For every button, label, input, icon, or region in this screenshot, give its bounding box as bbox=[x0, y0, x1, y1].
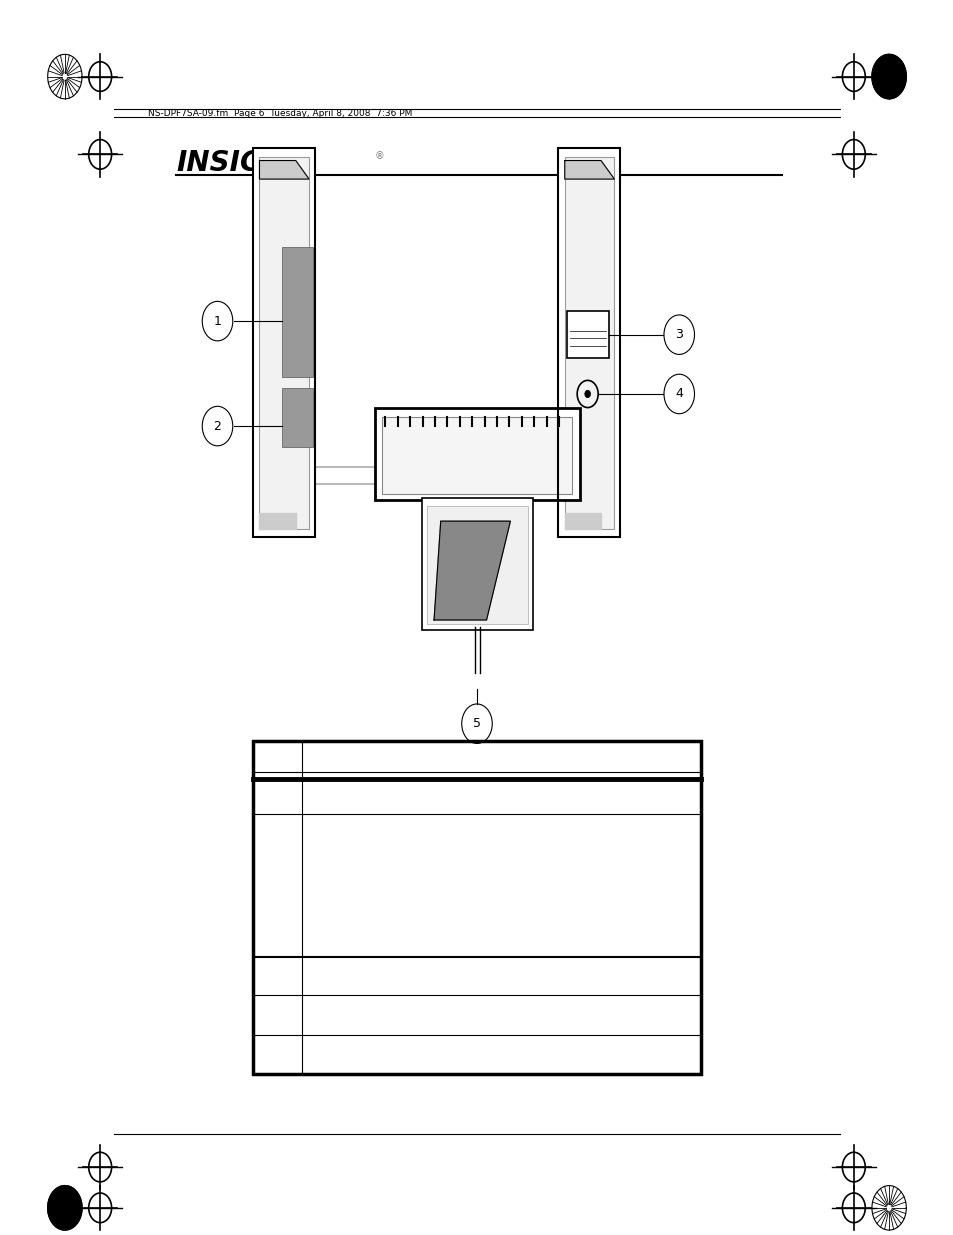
Polygon shape bbox=[434, 521, 510, 620]
Circle shape bbox=[584, 390, 590, 398]
Bar bbox=[558, 148, 619, 537]
Polygon shape bbox=[259, 161, 309, 179]
Bar bbox=[282, 388, 313, 447]
Text: 5: 5 bbox=[473, 718, 480, 730]
Bar bbox=[566, 311, 608, 358]
Bar bbox=[253, 148, 314, 537]
Bar bbox=[558, 148, 619, 537]
Polygon shape bbox=[48, 1186, 82, 1230]
Polygon shape bbox=[259, 513, 295, 529]
Bar bbox=[381, 417, 572, 494]
Text: INSIGNIA: INSIGNIA bbox=[176, 149, 318, 177]
Text: 4: 4 bbox=[675, 388, 682, 400]
Polygon shape bbox=[564, 513, 600, 529]
Text: 1: 1 bbox=[213, 315, 221, 327]
Polygon shape bbox=[564, 161, 614, 179]
Polygon shape bbox=[871, 54, 905, 99]
Text: NS-DPF7SA-09.fm  Page 6  Tuesday, April 8, 2008  7:36 PM: NS-DPF7SA-09.fm Page 6 Tuesday, April 8,… bbox=[148, 109, 412, 117]
Bar bbox=[253, 148, 314, 537]
Text: 3: 3 bbox=[675, 329, 682, 341]
Bar bbox=[421, 498, 533, 630]
Bar bbox=[259, 157, 309, 529]
Bar bbox=[282, 247, 313, 377]
Bar bbox=[564, 157, 614, 529]
Text: 2: 2 bbox=[213, 420, 221, 432]
Bar bbox=[253, 741, 700, 1074]
Bar bbox=[427, 506, 527, 624]
Text: ®: ® bbox=[375, 151, 384, 161]
Bar bbox=[375, 408, 579, 500]
